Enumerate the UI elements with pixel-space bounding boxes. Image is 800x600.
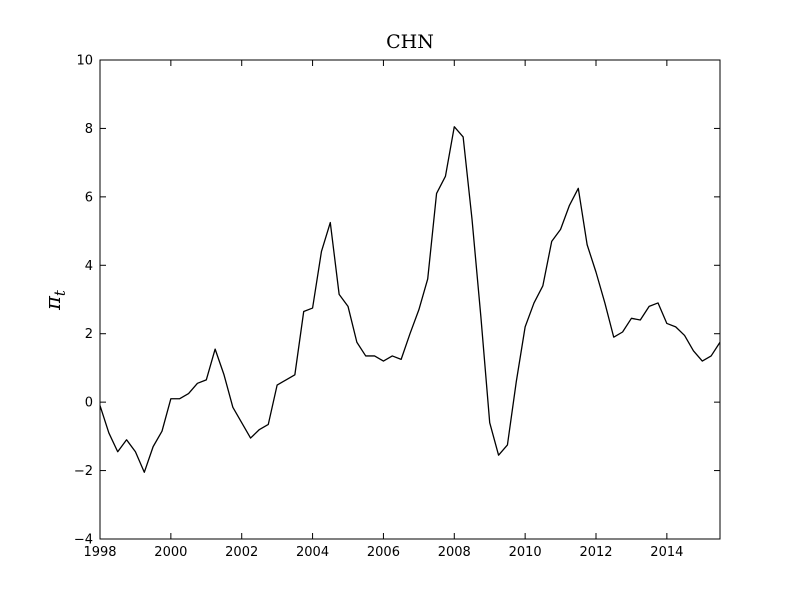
plot-frame bbox=[99, 59, 721, 540]
x-tick-label: 2010 bbox=[509, 545, 542, 560]
axis-ticks: 1998 2000 2002 2004 2006 2008 2010 2012 2014−4−2… bbox=[74, 54, 720, 560]
x-tick-label: 2008 bbox=[438, 545, 471, 560]
y-tick-label: 2 bbox=[85, 327, 93, 342]
y-tick-label: 8 bbox=[85, 122, 93, 137]
y-axis-label: πt bbox=[41, 289, 69, 311]
y-tick-label: −2 bbox=[74, 464, 93, 479]
x-tick-label: 2014 bbox=[650, 545, 683, 560]
y-tick-label: 4 bbox=[85, 259, 93, 274]
y-tick-label: 10 bbox=[76, 54, 93, 69]
series-layer bbox=[99, 126, 721, 473]
series-line bbox=[99, 126, 721, 473]
x-tick-label: 2006 bbox=[367, 545, 400, 560]
y-tick-label: 6 bbox=[85, 190, 93, 205]
x-tick-label: 2012 bbox=[579, 545, 612, 560]
chart-title: CHN bbox=[386, 31, 434, 53]
y-tick-label: −4 bbox=[74, 533, 93, 548]
x-tick-label: 2002 bbox=[225, 545, 258, 560]
x-tick-label: 1998 bbox=[83, 545, 116, 560]
x-tick-label: 2004 bbox=[296, 545, 329, 560]
y-tick-label: 0 bbox=[85, 396, 93, 411]
x-tick-label: 2000 bbox=[154, 545, 187, 560]
